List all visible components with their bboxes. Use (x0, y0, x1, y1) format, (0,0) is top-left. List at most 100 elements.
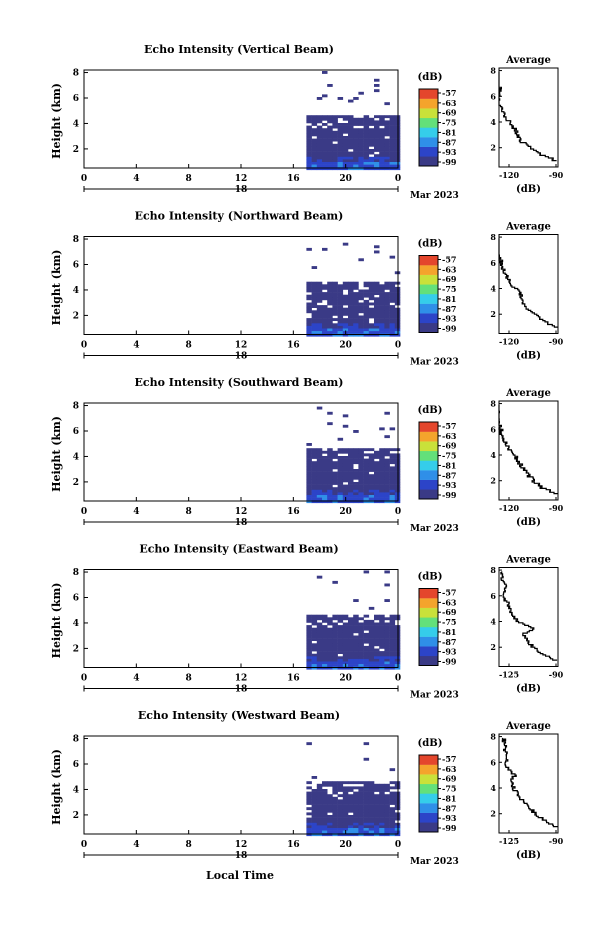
heatmap-cell (337, 484, 344, 488)
heatmap-cell (374, 658, 380, 662)
heatmap-cell (363, 130, 370, 134)
heatmap-cell (389, 297, 396, 301)
colorbar-segment (419, 137, 438, 147)
heatmap-cell (374, 783, 380, 787)
heatmap-cell (322, 115, 328, 119)
heatmap-cell (322, 167, 328, 171)
heatmap-cell (337, 809, 344, 813)
date-label: Mar 2023 (410, 358, 459, 368)
heatmap-cell (384, 128, 390, 132)
heatmap-cell (316, 622, 323, 626)
heatmap-cell (389, 817, 396, 821)
heatmap-cell (389, 461, 396, 465)
heatmap-cell (342, 154, 349, 158)
heatmap-cell (332, 580, 338, 584)
heatmap-cell (316, 331, 323, 334)
heatmap-cell (389, 320, 396, 324)
heatmap-cell (374, 664, 380, 667)
heatmap-cell (368, 825, 375, 829)
heatmap-cell (358, 487, 364, 491)
x-tick-label: 0 (395, 840, 401, 850)
heatmap-cell (353, 146, 359, 150)
heatmap-cell (306, 143, 312, 147)
heatmap-cell (348, 643, 354, 647)
x-tick-label: 0 (395, 341, 401, 351)
heatmap-cell (348, 318, 354, 321)
heatmap-cell (311, 794, 318, 798)
heatmap-cell (332, 482, 338, 485)
heatmap-cell (374, 476, 380, 480)
heatmap-cell (337, 146, 344, 150)
heatmap-cell (379, 627, 385, 631)
heatmap-cell (306, 284, 312, 288)
heatmap-cell (348, 302, 354, 306)
heatmap-cell (306, 136, 312, 139)
heatmap-cell (374, 162, 380, 165)
heatmap-cell (363, 323, 370, 327)
heatmap-cell (316, 286, 323, 290)
heatmap-cell (358, 305, 364, 308)
heatmap-cell (384, 651, 390, 654)
heatmap-cell (358, 656, 364, 660)
heatmap-cell (384, 302, 390, 306)
heatmap-cell (353, 825, 359, 829)
heatmap-cell (358, 141, 364, 145)
heatmap-cell (306, 328, 312, 332)
heatmap-cell (316, 807, 323, 811)
heatmap-cell (337, 312, 344, 316)
heatmap-cell (342, 310, 349, 314)
heatmap-cell (384, 789, 390, 792)
colorbar-tick-label: -81 (442, 460, 456, 470)
heatmap-cell (353, 136, 359, 139)
colorbar-tick-label: -57 (442, 88, 456, 98)
colorbar-segment (419, 117, 438, 128)
heatmap-cell (342, 656, 349, 660)
heatmap-cell (311, 638, 318, 641)
heatmap-cell (363, 125, 370, 129)
heatmap-cell (342, 796, 349, 800)
heatmap-cell (374, 807, 380, 811)
heatmap-cell (358, 91, 364, 95)
heatmap-cell (348, 154, 354, 158)
heatmap-cell (348, 479, 354, 483)
heatmap-cell (332, 325, 338, 329)
heatmap-cell (316, 817, 323, 821)
heatmap-cell (322, 333, 328, 337)
heatmap-cell (384, 817, 390, 821)
heatmap-cell (322, 323, 328, 327)
heatmap-cell (311, 146, 318, 150)
heatmap-cell (327, 648, 333, 652)
heatmap-cell (311, 141, 318, 145)
heatmap-cell (374, 661, 380, 665)
heatmap-cell (322, 828, 328, 831)
heatmap-cell (332, 799, 338, 803)
heatmap-cell (358, 315, 364, 319)
avg-x-tick-label: -90 (549, 670, 564, 680)
heatmap-cell (363, 289, 370, 293)
heatmap-cell (358, 500, 364, 504)
heatmap-cell (368, 151, 375, 155)
heatmap-cell (337, 331, 344, 334)
colorbar-frame (418, 88, 439, 167)
panel-title: Echo Intensity (Eastward Beam) (139, 543, 338, 556)
heatmap-cell (368, 141, 375, 145)
y-axis-label: Height (km) (50, 83, 63, 159)
heatmap-cell (327, 323, 333, 327)
heatmap-cell (384, 292, 390, 295)
heatmap-cell (322, 312, 328, 316)
heatmap-cell (384, 411, 390, 415)
heatmap-cell (353, 325, 359, 329)
heatmap-cell (348, 640, 354, 644)
heatmap-cell (327, 651, 333, 654)
heatmap-cell (368, 666, 375, 670)
heatmap-cell (363, 331, 370, 334)
heatmap-cell (311, 492, 318, 496)
heatmap-cell (322, 292, 328, 295)
heatmap-cell (332, 791, 338, 795)
heatmap-cell (332, 666, 338, 670)
heatmap-cell (379, 664, 385, 667)
heatmap-cell (389, 617, 396, 621)
heatmap-cell (358, 651, 364, 654)
heatmap-cell (368, 310, 375, 314)
heatmap-cell (316, 653, 323, 657)
